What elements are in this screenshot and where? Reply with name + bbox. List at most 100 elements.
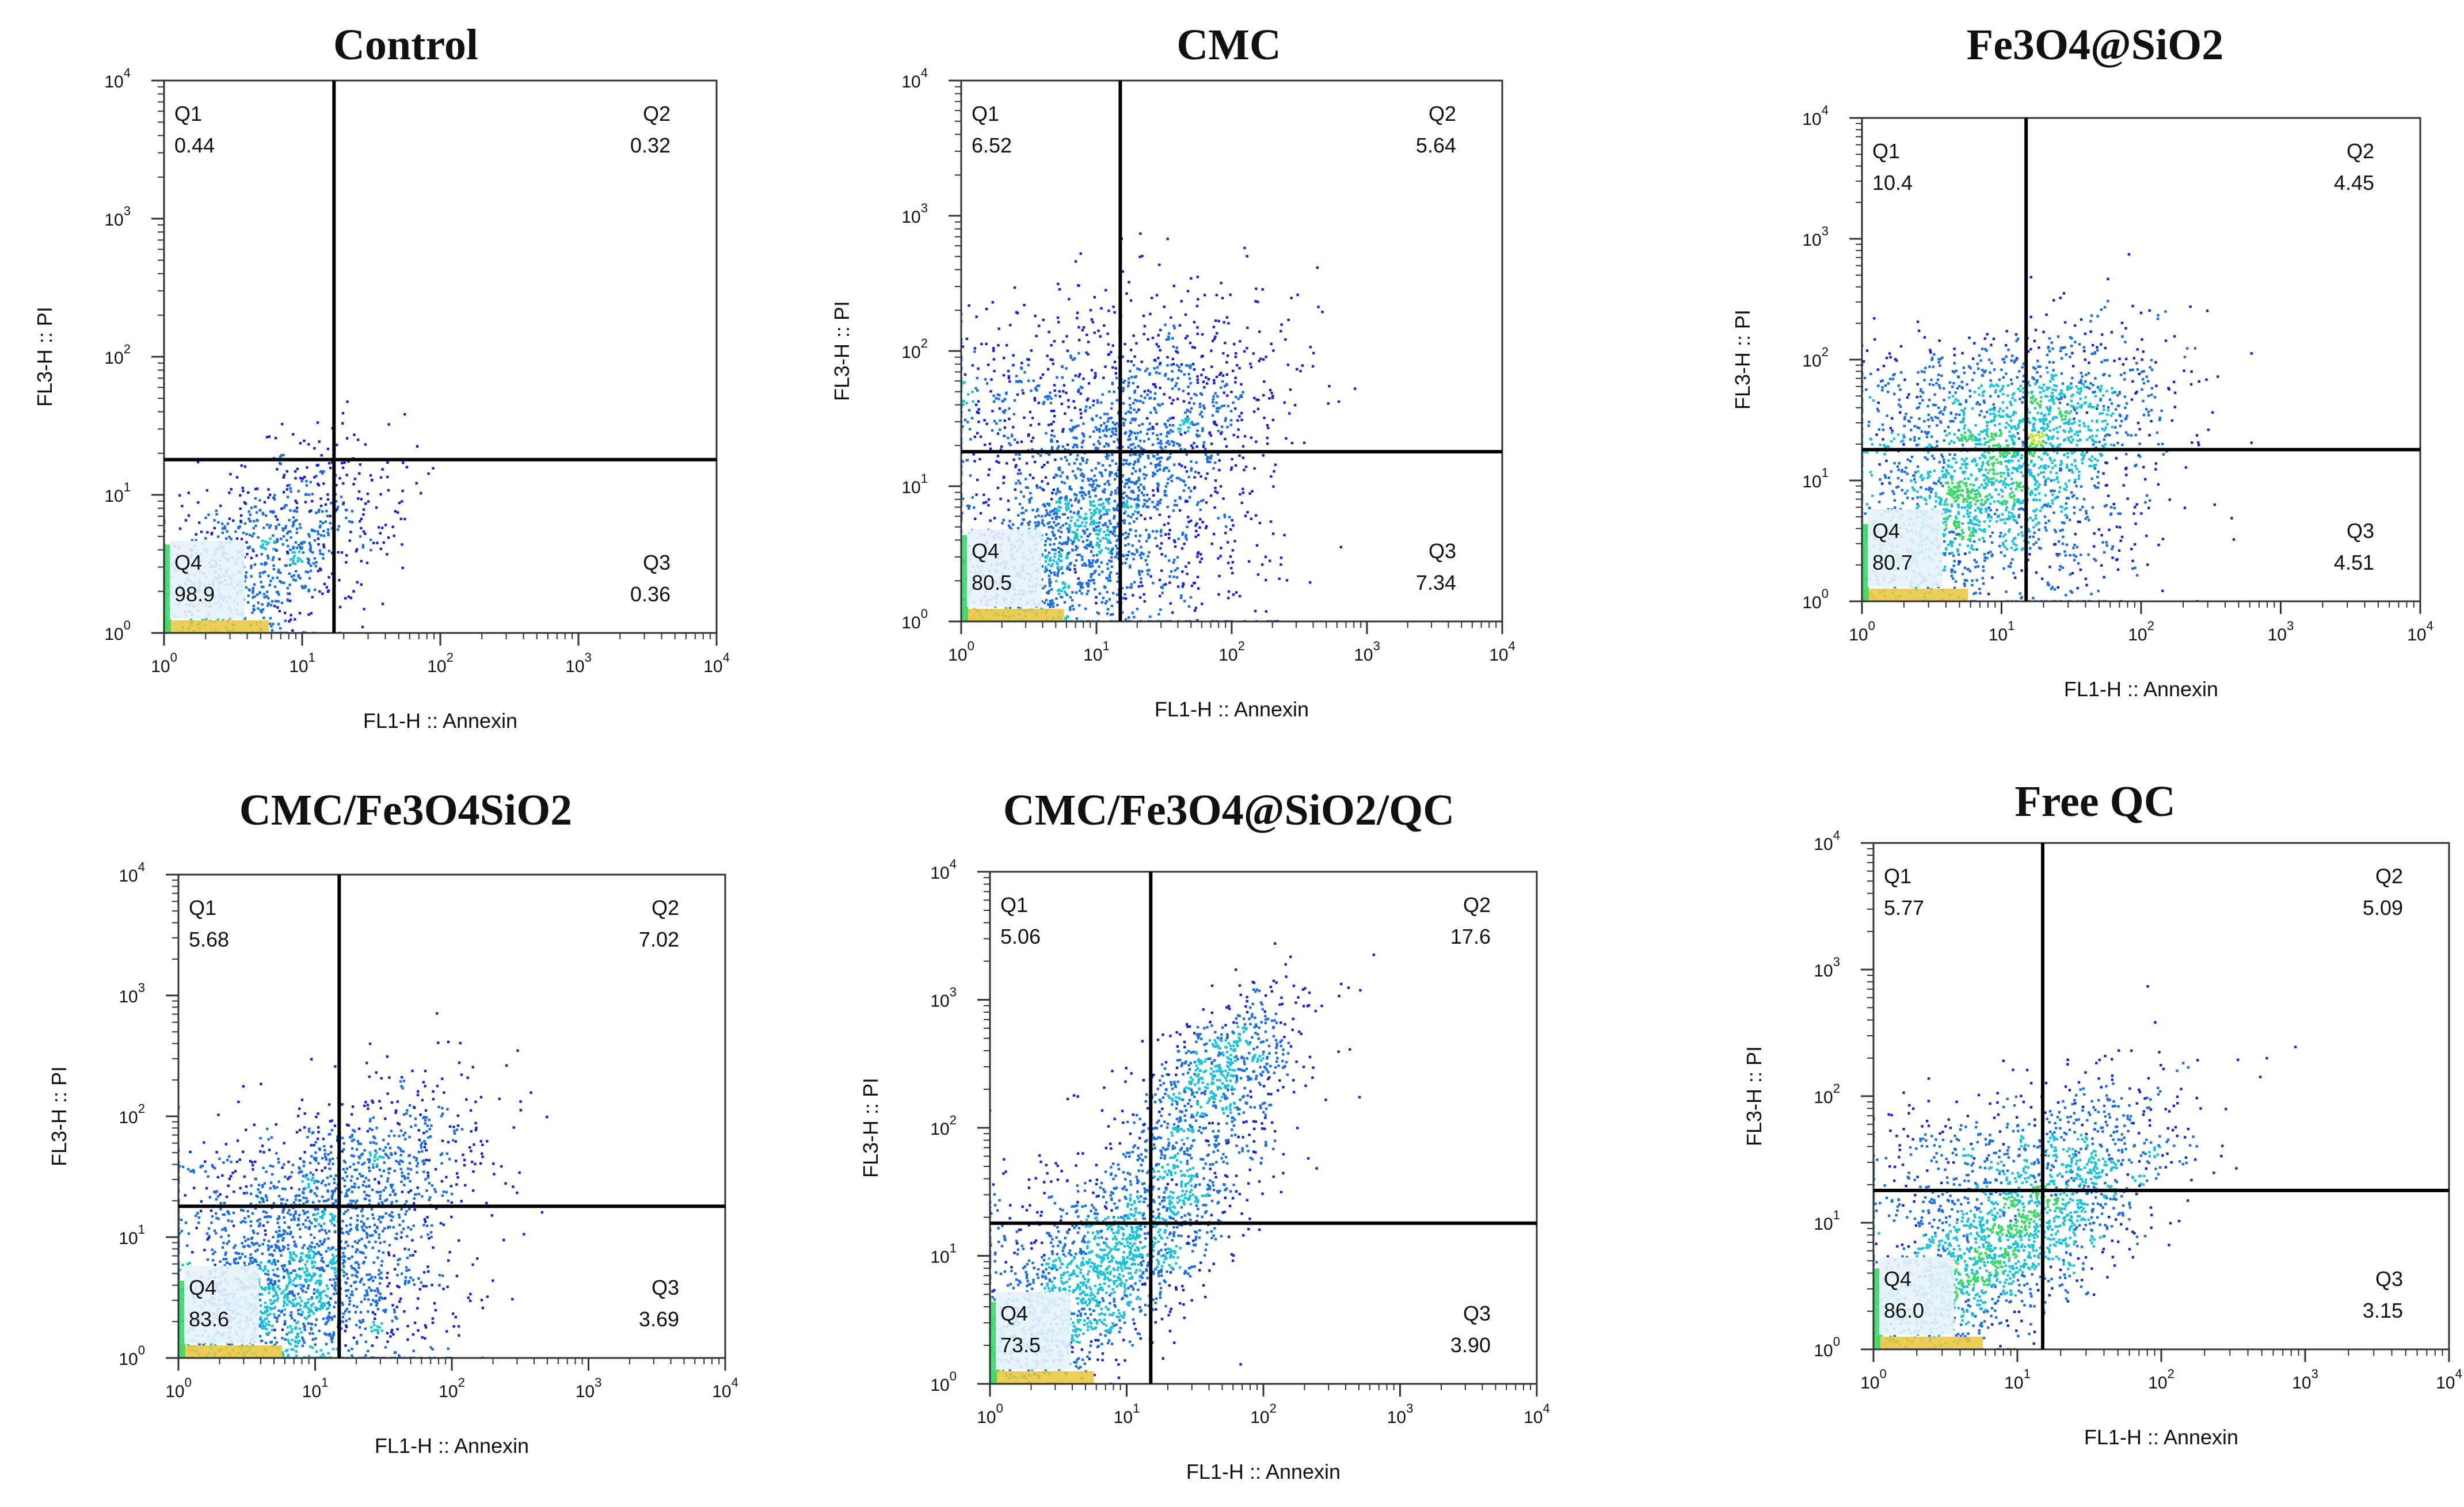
event-dot — [1117, 412, 1120, 415]
event-dot — [1109, 579, 1112, 582]
event-dot — [254, 487, 257, 491]
event-dot — [985, 501, 988, 503]
event-dot — [2010, 427, 2013, 430]
event-dot — [1058, 516, 1061, 519]
event-dot — [1129, 403, 1132, 407]
event-dot — [971, 496, 974, 499]
event-dot — [1046, 502, 1049, 505]
event-dot — [204, 516, 207, 520]
event-dot — [266, 523, 269, 527]
event-dot — [1050, 434, 1053, 437]
event-dot — [1970, 547, 1973, 550]
event-dot — [1237, 428, 1240, 431]
event-dot — [1159, 531, 1163, 533]
event-dot — [258, 592, 261, 594]
event-dot — [1164, 445, 1167, 449]
event-dot — [288, 572, 291, 575]
event-dot — [1172, 561, 1175, 564]
event-dot — [1128, 281, 1130, 284]
event-dot — [1963, 371, 1966, 375]
event-dot — [1142, 593, 1145, 596]
event-dot — [1014, 488, 1016, 491]
event-dot — [1058, 592, 1061, 596]
event-dot — [1049, 600, 1052, 602]
event-dot — [317, 570, 320, 573]
event-dot — [1113, 311, 1116, 314]
event-dot — [1140, 577, 1142, 580]
event-dot — [1130, 505, 1133, 508]
event-dot — [1971, 583, 1974, 587]
event-dot — [1142, 401, 1145, 404]
event-dot — [228, 517, 231, 520]
event-dot — [1093, 509, 1096, 512]
event-dot — [1097, 612, 1100, 615]
event-dot — [1091, 573, 1094, 575]
event-dot — [1103, 523, 1107, 527]
event-dot — [1271, 418, 1275, 421]
event-dot — [1195, 461, 1198, 464]
event-dot — [340, 495, 343, 498]
event-dot — [1056, 490, 1059, 493]
event-dot — [1050, 397, 1053, 400]
event-dot — [267, 496, 270, 499]
event-dot — [1047, 592, 1050, 595]
event-dot — [1124, 597, 1128, 600]
event-dot — [1214, 319, 1217, 322]
event-dot — [2009, 565, 2012, 569]
event-dot — [210, 533, 213, 536]
event-dot — [1072, 608, 1075, 611]
event-dot — [1057, 283, 1060, 285]
event-dot — [1105, 427, 1107, 430]
event-dot — [1074, 260, 1077, 263]
event-dot — [2147, 414, 2150, 417]
event-dot — [1263, 380, 1266, 383]
event-dot — [1105, 442, 1108, 445]
event-dot — [1176, 377, 1179, 380]
event-dot — [1154, 409, 1157, 411]
event-dot — [1068, 529, 1071, 532]
event-dot — [1129, 407, 1132, 410]
event-dot — [311, 493, 314, 495]
event-dot — [257, 536, 260, 539]
event-dot — [1110, 552, 1114, 555]
event-dot — [1234, 381, 1237, 384]
event-dot — [1949, 476, 1953, 479]
event-dot — [1152, 582, 1155, 585]
event-dot — [1141, 423, 1144, 426]
event-dot — [1081, 487, 1084, 490]
event-dot — [2031, 429, 2034, 432]
event-dot — [1241, 391, 1244, 394]
event-dot — [325, 510, 328, 513]
event-dot — [1053, 555, 1056, 558]
event-dot — [322, 529, 325, 533]
event-dot — [1094, 372, 1097, 375]
event-dot — [1156, 366, 1159, 369]
event-dot — [1205, 376, 1208, 379]
event-dot — [1099, 516, 1102, 519]
event-dot — [1111, 366, 1114, 369]
event-dot — [1217, 429, 1220, 433]
event-dot — [1022, 518, 1025, 521]
event-dot — [1090, 478, 1093, 480]
event-dot — [307, 613, 310, 616]
event-dot — [1021, 389, 1024, 392]
event-dot — [307, 493, 310, 496]
event-dot — [1007, 376, 1011, 380]
event-dot — [1121, 270, 1124, 273]
event-dot — [1133, 432, 1136, 434]
event-dot — [1235, 464, 1237, 467]
event-dot — [1117, 438, 1120, 441]
event-dot — [1088, 561, 1091, 564]
event-dot — [340, 461, 344, 464]
event-dot — [977, 421, 980, 424]
event-dot — [977, 408, 980, 411]
event-dot — [1160, 569, 1163, 572]
event-dot — [278, 558, 281, 560]
event-dot — [245, 571, 248, 574]
event-dot — [267, 488, 270, 491]
event-dot — [1168, 575, 1171, 578]
event-dot — [1969, 430, 1972, 434]
event-dot — [1174, 569, 1177, 572]
event-dot — [1051, 358, 1054, 361]
event-dot — [1185, 538, 1188, 541]
